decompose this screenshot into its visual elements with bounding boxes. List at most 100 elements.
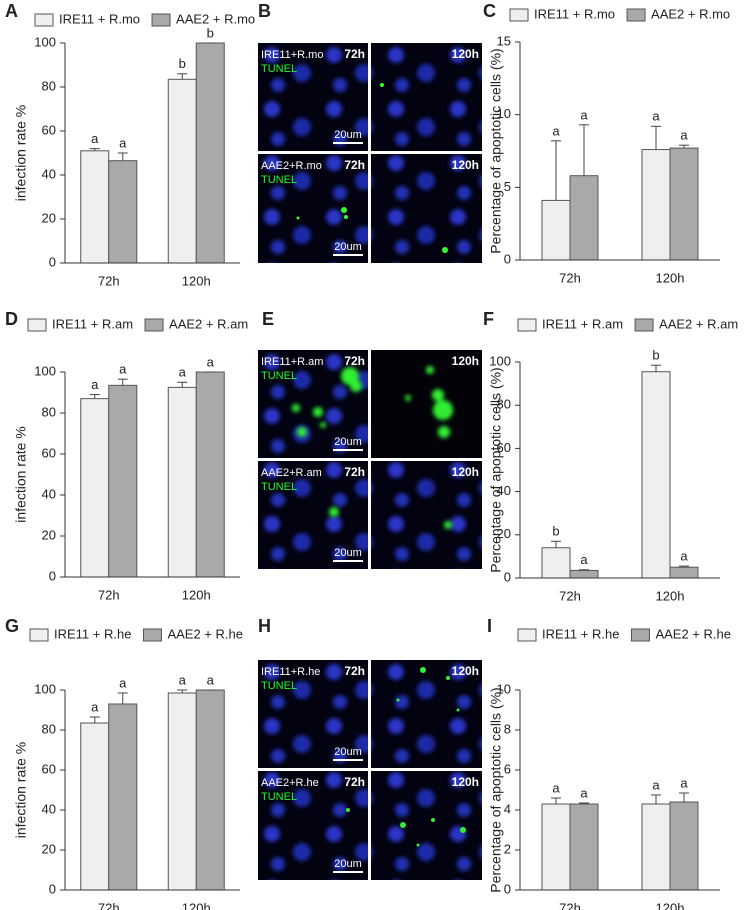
- time-label: 72h: [344, 47, 365, 61]
- y-tick-label: 100: [34, 34, 56, 49]
- micrograph: [371, 350, 482, 458]
- significance-letter: a: [119, 362, 127, 377]
- significance-letter: b: [552, 524, 559, 539]
- scale-bar-label: 20um: [334, 746, 362, 758]
- legend-label: IRE11 + R.am: [52, 316, 133, 331]
- y-tick-label: 0: [49, 881, 56, 896]
- legend-label: IRE11 + R.he: [542, 626, 619, 641]
- stain-label: TUNEL: [261, 174, 297, 186]
- bar: [641, 803, 671, 891]
- legend-swatch: [517, 628, 537, 642]
- bar: [167, 78, 197, 264]
- bar: [195, 42, 225, 264]
- micrograph: [258, 771, 368, 880]
- micrograph: [258, 43, 368, 151]
- y-tick-label: 80: [42, 78, 56, 93]
- scale-bar-label: 20um: [334, 241, 362, 253]
- y-axis-label: Percentage of apoptotic cells (%): [488, 48, 504, 253]
- legend-swatch: [144, 318, 164, 332]
- y-axis-label: Percentage of apoptotic cells (%): [488, 367, 504, 572]
- significance-letter: a: [680, 128, 688, 143]
- bar: [80, 150, 110, 264]
- legend-label: AAE2 + R.am: [659, 316, 738, 331]
- legend-swatch: [517, 318, 537, 332]
- legend-swatch: [630, 628, 650, 642]
- bar: [167, 692, 197, 891]
- y-tick-label: 60: [497, 440, 511, 455]
- y-axis-label: infection rate %: [13, 105, 29, 202]
- panel-letter: G: [5, 616, 19, 636]
- significance-letter: a: [91, 377, 99, 392]
- y-tick-label: 60: [42, 761, 56, 776]
- significance-letter: a: [680, 775, 688, 790]
- significance-letter: a: [91, 699, 99, 714]
- sample-label: AAE2+R.he: [261, 777, 319, 789]
- legend-swatch: [634, 318, 654, 332]
- significance-letter: a: [119, 675, 127, 690]
- y-tick-label: 20: [42, 210, 56, 225]
- y-tick-label: 100: [34, 681, 56, 696]
- y-tick-label: 80: [42, 404, 56, 419]
- bar: [108, 703, 138, 891]
- tunel-signal: [292, 366, 453, 529]
- y-tick-label: 10: [497, 681, 511, 696]
- legend-swatch: [34, 13, 54, 27]
- stain-label: TUNEL: [261, 791, 297, 803]
- legend-swatch: [509, 8, 529, 22]
- x-tick-label: 72h: [559, 900, 581, 910]
- time-label: 72h: [344, 775, 365, 789]
- significance-letter: a: [179, 672, 187, 687]
- panel-letter: D: [5, 309, 18, 329]
- x-tick-label: 120h: [656, 588, 685, 603]
- x-tick-label: 72h: [98, 900, 120, 910]
- micrograph: [258, 154, 368, 263]
- micrograph: [258, 660, 368, 768]
- legend-swatch: [29, 628, 49, 642]
- significance-letter: a: [680, 549, 688, 564]
- significance-letter: a: [652, 109, 660, 124]
- micrograph: [371, 771, 482, 880]
- bar: [195, 689, 225, 891]
- significance-letter: b: [207, 25, 214, 40]
- y-tick-label: 0: [504, 881, 511, 896]
- y-tick-label: 20: [42, 527, 56, 542]
- y-tick-label: 6: [504, 761, 511, 776]
- bar: [108, 384, 138, 578]
- significance-letter: a: [91, 131, 99, 146]
- y-tick-label: 40: [497, 483, 511, 498]
- panel-letter: H: [258, 616, 271, 636]
- x-tick-label: 120h: [182, 587, 211, 602]
- y-tick-label: 8: [504, 721, 511, 736]
- scale-bar-label: 20um: [334, 547, 362, 559]
- micrograph-panel: IRE11+R.he TUNEL 72h 120h 20um AAE2+R.he…: [258, 660, 482, 880]
- x-tick-label: 72h: [559, 588, 581, 603]
- panel-letter: I: [487, 616, 492, 636]
- time-label: 120h: [452, 354, 479, 368]
- bar: [641, 149, 671, 261]
- bar: [80, 398, 110, 578]
- y-tick-label: 40: [42, 166, 56, 181]
- time-label: 72h: [344, 158, 365, 172]
- time-label: 120h: [452, 664, 479, 678]
- bar: [541, 547, 571, 579]
- bar: [569, 803, 599, 891]
- x-tick-label: 120h: [656, 270, 685, 285]
- x-tick-label: 72h: [98, 273, 120, 288]
- y-tick-label: 10: [497, 106, 511, 121]
- panel-letter: B: [258, 1, 271, 21]
- time-label: 72h: [344, 354, 365, 368]
- y-tick-label: 40: [42, 801, 56, 816]
- significance-letter: a: [552, 780, 560, 795]
- legend-swatch: [142, 628, 162, 642]
- legend-swatch: [626, 8, 646, 22]
- tunel-signal: [296, 83, 448, 253]
- stain-label: TUNEL: [261, 370, 297, 382]
- micrograph: [258, 461, 368, 569]
- significance-letter: a: [580, 107, 588, 122]
- time-label: 120h: [452, 465, 479, 479]
- micrograph-panel: IRE11+R.am TUNEL 72h 120h 20um AAE2+R.am…: [258, 350, 482, 569]
- legend-label: AAE2 + R.mo: [176, 11, 255, 26]
- stain-label: TUNEL: [261, 680, 297, 692]
- y-tick-label: 20: [497, 526, 511, 541]
- scale-bar-label: 20um: [334, 129, 362, 141]
